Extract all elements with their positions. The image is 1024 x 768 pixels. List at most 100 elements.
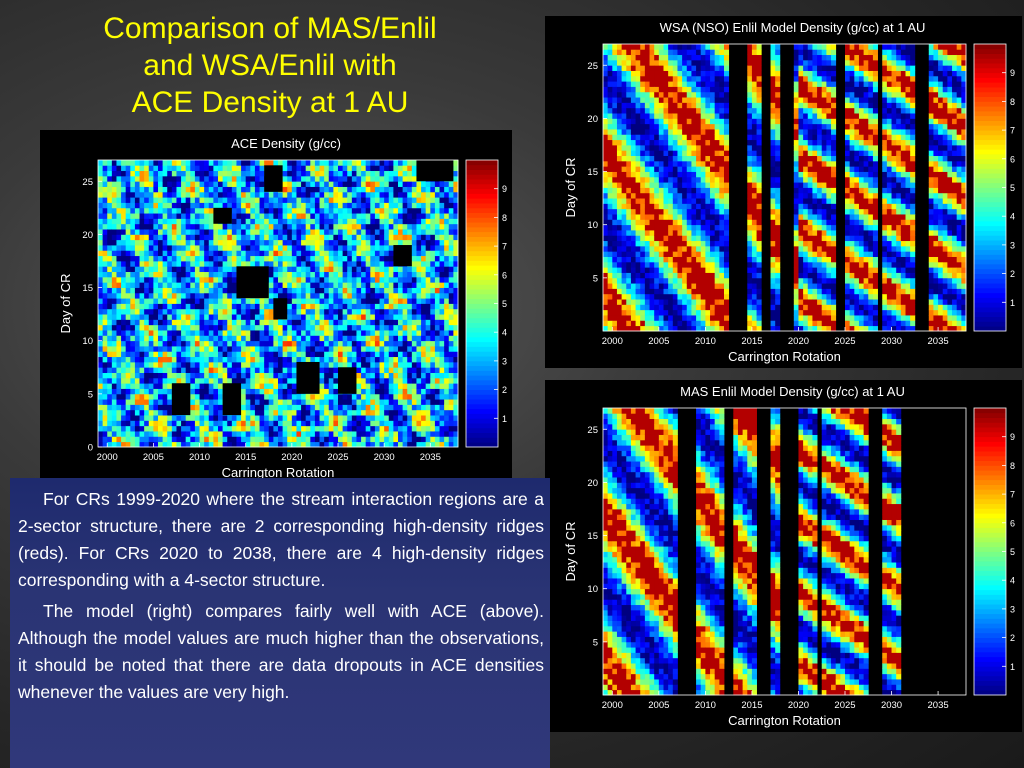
- heatmap-cell: [654, 134, 660, 141]
- heatmap-cell: [434, 409, 440, 416]
- heatmap-cell: [448, 324, 454, 331]
- heatmap-cell: [384, 255, 390, 262]
- heatmap-cell: [102, 186, 108, 193]
- colorbar-tick-label: 6: [502, 270, 507, 280]
- heatmap-cell: [379, 223, 385, 230]
- heatmap-cell: [654, 272, 660, 279]
- heatmap-cell: [176, 314, 182, 320]
- heatmap-cell: [121, 324, 127, 331]
- heatmap-cell: [342, 276, 348, 283]
- heatmap-cell: [448, 383, 454, 389]
- heatmap-cell: [241, 319, 247, 326]
- heatmap-cell: [640, 235, 646, 242]
- slide-title: Comparison of MAS/Enlil and WSA/Enlil wi…: [40, 10, 500, 121]
- heatmap-cell: [111, 218, 117, 225]
- heatmap-cell: [171, 181, 177, 187]
- heatmap-cell: [264, 377, 270, 384]
- heatmap-cell: [305, 303, 311, 310]
- heatmap-cell: [356, 202, 362, 209]
- heatmap-cell: [407, 436, 413, 443]
- heatmap-cell: [370, 383, 376, 389]
- colorbar-segment: [466, 164, 498, 170]
- heatmap-cell: [204, 276, 210, 283]
- heatmap-cell: [213, 234, 219, 241]
- heatmap-cell: [218, 170, 224, 177]
- heatmap-cell: [388, 431, 394, 437]
- heatmap-cell: [356, 213, 362, 219]
- heatmap-cell: [116, 367, 122, 373]
- heatmap-cell: [328, 207, 334, 214]
- heatmap-cell: [361, 276, 367, 283]
- heatmap-cell: [208, 351, 214, 358]
- colorbar-segment: [466, 203, 498, 209]
- heatmap-cell: [144, 372, 150, 379]
- heatmap-cell: [603, 139, 609, 146]
- heatmap-cell: [264, 436, 270, 443]
- heatmap-cell: [324, 282, 330, 288]
- heatmap-cell: [444, 245, 450, 251]
- heatmap-cell: [282, 335, 288, 342]
- heatmap-cell: [125, 191, 131, 198]
- heatmap-cell: [388, 276, 394, 283]
- heatmap-cell: [333, 207, 339, 214]
- heatmap-cell: [635, 54, 641, 61]
- heatmap-cell: [448, 420, 454, 427]
- heatmap-cell: [158, 420, 164, 427]
- heatmap-cell: [204, 372, 210, 379]
- heatmap-cell: [130, 175, 136, 182]
- heatmap-cell: [222, 197, 228, 203]
- heatmap-cell: [264, 383, 270, 389]
- heatmap-cell: [208, 436, 214, 443]
- heatmap-cell: [116, 314, 122, 320]
- heatmap-cell: [649, 86, 655, 93]
- heatmap-cell: [236, 324, 242, 331]
- y-axis-label: Day of CR: [58, 274, 73, 334]
- heatmap-cell: [296, 202, 302, 209]
- heatmap-cell: [616, 113, 623, 119]
- heatmap-cell: [305, 441, 311, 448]
- heatmap-cell: [190, 393, 196, 400]
- heatmap-cell: [379, 324, 385, 331]
- heatmap-cell: [361, 287, 367, 294]
- heatmap-cell: [231, 377, 237, 384]
- heatmap-cell: [245, 393, 251, 400]
- heatmap-cell: [411, 292, 417, 299]
- heatmap-cell: [411, 388, 417, 395]
- heatmap-cell: [282, 425, 288, 432]
- heatmap-cell: [379, 431, 385, 437]
- heatmap-cell: [379, 367, 385, 373]
- heatmap-cell: [273, 324, 279, 331]
- heatmap-cell: [153, 441, 159, 448]
- heatmap-cell: [621, 65, 627, 71]
- heatmap-cell: [635, 75, 641, 82]
- colorbar-tick-label: 5: [502, 299, 507, 309]
- heatmap-cell: [434, 197, 440, 203]
- heatmap-cell: [616, 198, 623, 204]
- heatmap-cell: [319, 218, 325, 225]
- heatmap-cell: [356, 298, 362, 304]
- heatmap-cell: [134, 367, 140, 373]
- heatmap-cell: [361, 383, 367, 389]
- heatmap-cell: [379, 213, 385, 219]
- heatmap-cell: [194, 213, 200, 219]
- heatmap-cell: [621, 171, 627, 178]
- heatmap-cell: [208, 399, 214, 405]
- heatmap-cell: [208, 425, 214, 432]
- heatmap-cell: [356, 361, 362, 368]
- heatmap-cell: [314, 239, 320, 246]
- heatmap-cell: [338, 351, 344, 358]
- heatmap-cell: [181, 377, 187, 384]
- heatmap-cell: [287, 218, 293, 225]
- heatmap-cell: [125, 292, 131, 299]
- heatmap-cell: [347, 425, 353, 432]
- heatmap-cell: [324, 324, 330, 331]
- heatmap-cell: [388, 409, 394, 416]
- heatmap-cell: [439, 250, 445, 257]
- heatmap-cell: [218, 266, 224, 273]
- heatmap-cell: [393, 330, 399, 336]
- heatmap-cell: [444, 276, 450, 283]
- heatmap-cell: [264, 260, 270, 267]
- heatmap-cell: [213, 181, 219, 187]
- heatmap-cell: [153, 436, 159, 443]
- heatmap-cell: [361, 335, 367, 342]
